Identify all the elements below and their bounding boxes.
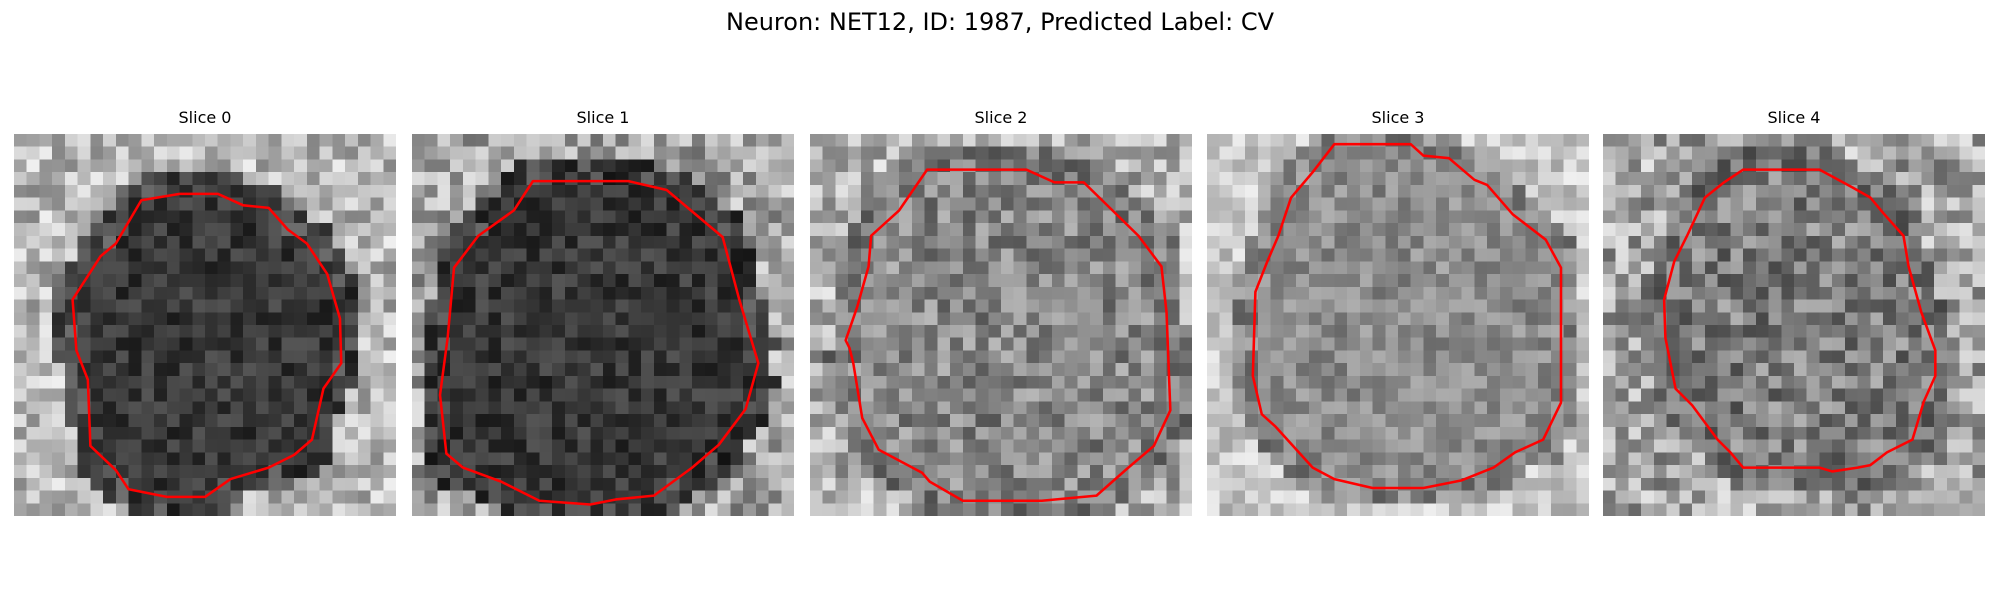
slice-pixels-0 xyxy=(14,134,396,516)
segmentation-contour-2 xyxy=(844,168,1172,502)
segmentation-contour-1 xyxy=(438,179,760,506)
slice-pixels-3 xyxy=(1207,134,1589,516)
slice-pixels-4 xyxy=(1603,134,1985,516)
slice-canvas-4 xyxy=(1603,134,1985,516)
slice-canvas-2 xyxy=(810,134,1192,516)
segmentation-contour-3 xyxy=(1251,142,1563,490)
slice-title-3: Slice 3 xyxy=(1371,108,1425,127)
slice-image-3 xyxy=(1207,134,1589,516)
segmentation-contour-4 xyxy=(1662,168,1937,473)
slice-canvas-1 xyxy=(412,134,794,516)
segmentation-contour-0 xyxy=(71,192,343,499)
slice-pixels-2 xyxy=(810,134,1192,516)
slice-pixels-1 xyxy=(412,134,794,516)
slice-image-0 xyxy=(14,134,396,516)
slice-image-1 xyxy=(412,134,794,516)
slice-canvas-3 xyxy=(1207,134,1589,516)
slice-title-0: Slice 0 xyxy=(178,108,232,127)
slice-title-2: Slice 2 xyxy=(974,108,1028,127)
slice-title-4: Slice 4 xyxy=(1767,108,1821,127)
slice-image-2 xyxy=(810,134,1192,516)
slice-canvas-0 xyxy=(14,134,396,516)
slice-title-1: Slice 1 xyxy=(576,108,630,127)
figure-title: Neuron: NET12, ID: 1987, Predicted Label… xyxy=(726,8,1274,36)
slice-image-4 xyxy=(1603,134,1985,516)
